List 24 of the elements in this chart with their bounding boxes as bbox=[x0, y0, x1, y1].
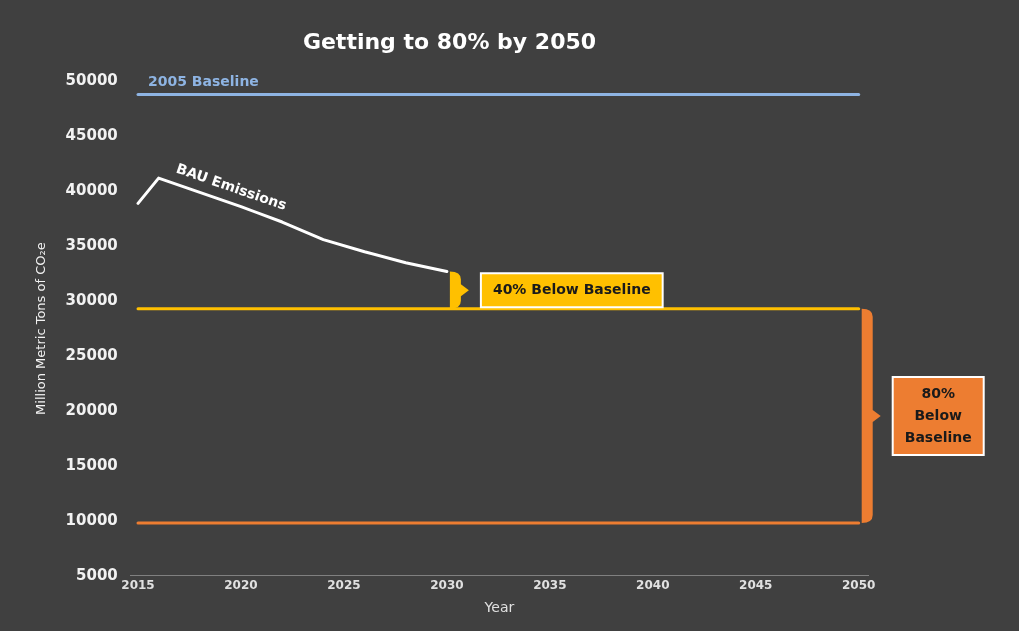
x-tick-label: 2025 bbox=[327, 578, 361, 593]
series-label: 2005 Baseline bbox=[148, 73, 259, 90]
annotation: 40% Below Baseline bbox=[492, 280, 651, 297]
y-tick-label: 35000 bbox=[65, 236, 118, 255]
y-tick-label: 20000 bbox=[65, 400, 118, 419]
x-tick-label: 2040 bbox=[636, 578, 670, 593]
x-tick-label: 2050 bbox=[842, 578, 876, 593]
y-tick-label: 25000 bbox=[65, 345, 118, 364]
y-tick-label: 15000 bbox=[65, 455, 118, 474]
x-tick-label: 2030 bbox=[430, 578, 464, 593]
y-tick-label: 10000 bbox=[65, 510, 118, 529]
y-tick-label: 30000 bbox=[65, 291, 118, 310]
y-tick-label: 40000 bbox=[65, 181, 118, 200]
x-tick-label: 2015 bbox=[121, 578, 155, 593]
x-tick-label: 2020 bbox=[224, 578, 258, 593]
x-tick-label: 2035 bbox=[533, 578, 567, 593]
y-tick-label: 45000 bbox=[65, 126, 118, 145]
y-axis-title: Million Metric Tons of CO₂e bbox=[33, 242, 49, 415]
x-tick-label: 2045 bbox=[739, 578, 773, 593]
x-axis-title: Year bbox=[483, 599, 515, 616]
y-tick-label: 50000 bbox=[65, 71, 118, 90]
y-tick-label: 5000 bbox=[76, 565, 118, 584]
chart-title: Getting to 80% by 2050 bbox=[302, 28, 597, 54]
text: 80% Below Baseline bbox=[904, 384, 972, 445]
